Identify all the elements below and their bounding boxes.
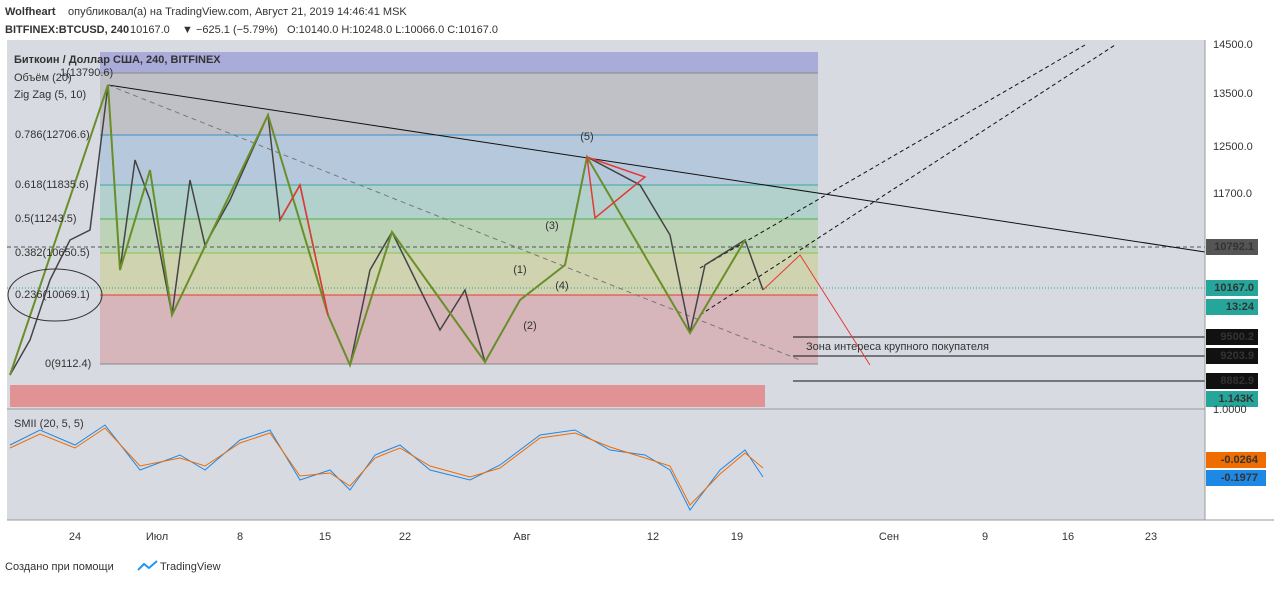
wave-label: (3) [545, 220, 558, 232]
price-badge [1206, 329, 1258, 345]
symbol: BITFINEX:BTCUSD, 240 [5, 24, 129, 36]
date-label: Июл [146, 531, 168, 543]
price-badge [1206, 280, 1258, 296]
price-badge [1206, 348, 1258, 364]
badge-label: 10167.0 [1214, 282, 1254, 294]
fib-label: 0(9112.4) [45, 358, 91, 370]
price-label: 12500.0 [1213, 141, 1253, 153]
logo [137, 560, 158, 571]
badge-label: 10792.1 [1214, 241, 1254, 253]
change: ▼ −625.1 (−5.79%) [182, 24, 278, 36]
badge-label: 8882.9 [1220, 375, 1254, 387]
ellipse [7, 268, 103, 322]
badge-label: 9500.2 [1220, 331, 1254, 343]
wave-label: (2) [523, 320, 536, 332]
fib-label: 0.236(10069.1) [15, 289, 90, 301]
author: Wolfheart [5, 6, 56, 18]
wave-label: (4) [555, 280, 568, 292]
price-badge [1206, 391, 1258, 407]
price-badge [1206, 239, 1258, 255]
pattern [279, 182, 329, 316]
smii-line [9, 427, 764, 506]
volume [10, 385, 765, 407]
annotation: Зона интереса крупного покупателя [806, 341, 989, 353]
date-label: Авг [513, 531, 530, 543]
price-label: 11700.0 [1213, 188, 1252, 200]
price-badge [1206, 299, 1258, 315]
legend-zigzag: Zig Zag (5, 10) [14, 89, 86, 101]
smii-badge [1206, 452, 1266, 468]
footer-text: Создано при помощи [5, 561, 114, 573]
smii-badge [1206, 470, 1266, 486]
projection [762, 254, 871, 366]
legend-title: Биткоин / Доллар США, 240, BITFINEX [14, 54, 221, 66]
badge-label: -0.0264 [1221, 454, 1259, 466]
date-label: 9 [982, 531, 988, 543]
legend-smii: SMII (20, 5, 5) [14, 418, 84, 430]
fib-band [100, 52, 818, 73]
price-label: 13500.0 [1213, 88, 1253, 100]
badge-label: 1.143K [1219, 393, 1255, 405]
date-label: 15 [319, 531, 331, 543]
price-label: 14500.0 [1213, 39, 1253, 51]
legend-volume: Объём (20) [14, 72, 72, 84]
date-label: 22 [399, 531, 411, 543]
smii-bg [7, 410, 1205, 520]
date-label: 24 [69, 531, 81, 543]
fib-label: 1(13790.6) [60, 67, 113, 79]
date-label: 16 [1062, 531, 1074, 543]
volume-axis-label: 1.0000 [1213, 404, 1247, 416]
fib-band [100, 135, 818, 185]
fib-label: 0.786(12706.6) [15, 129, 90, 141]
badge-label: 13:24 [1226, 301, 1255, 313]
fib-band [100, 185, 818, 219]
badge-label: -0.1977 [1221, 472, 1258, 484]
footer-brand: TradingView [160, 561, 221, 573]
date-label: 8 [237, 531, 243, 543]
date-label: 23 [1145, 531, 1157, 543]
fib-label: 0.382(10650.5) [15, 247, 90, 259]
zigzag [9, 84, 746, 376]
date-label: Сен [879, 531, 899, 543]
date-label: 12 [647, 531, 659, 543]
wave-label: (1) [513, 264, 526, 276]
fib-label: 0.5(11243.5) [15, 213, 77, 225]
channel [699, 44, 1116, 316]
ohlc: O:10140.0 H:10248.0 L:10066.0 C:10167.0 [287, 24, 498, 36]
fib-label: 0.618(11835.6) [15, 179, 89, 191]
last-price: 10167.0 [130, 24, 170, 36]
fib-lines [100, 72, 818, 365]
badge-label: 9203.9 [1220, 350, 1254, 362]
date-label: 19 [731, 531, 743, 543]
fib-band [100, 295, 818, 364]
pattern [586, 156, 647, 220]
smii-line [9, 424, 764, 511]
trend-line [107, 84, 801, 361]
wave-label: (5) [580, 131, 593, 143]
fib-band [100, 219, 818, 253]
price-badge [1206, 373, 1258, 389]
fib-band [100, 253, 818, 295]
trend-line [107, 84, 1206, 253]
published: опубликовал(а) на TradingView.com, Авгус… [68, 6, 407, 18]
fib-band [100, 73, 818, 135]
